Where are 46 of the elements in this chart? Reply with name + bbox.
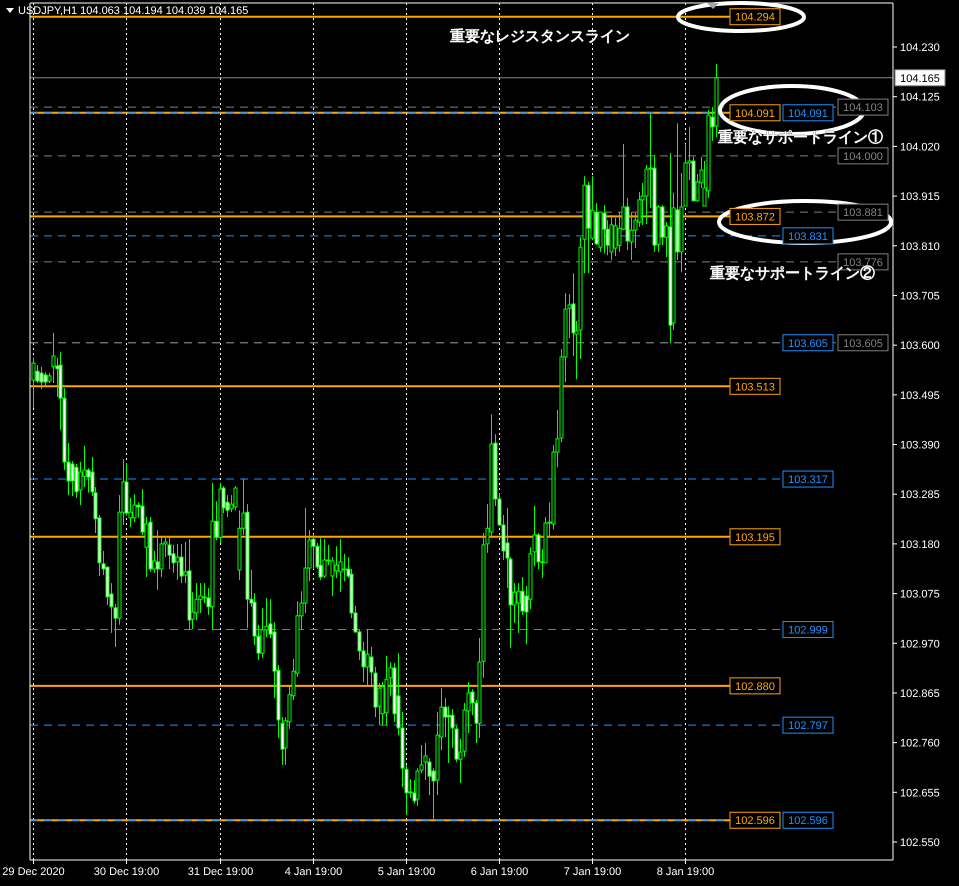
x-tick-label: 29 Dec 2020 (2, 866, 65, 878)
ref-line-label: 102.797 (788, 720, 828, 732)
y-tick-label: 103.390 (900, 440, 940, 452)
ref-line-label: 104.103 (843, 102, 883, 114)
y-tick-label: 103.180 (900, 538, 940, 551)
ref-line-label: 104.294 (735, 12, 775, 24)
y-tick-label: 103.495 (900, 390, 940, 402)
x-tick-label: 30 Dec 19:00 (94, 866, 160, 878)
ref-line-label: 103.317 (788, 474, 828, 486)
x-tick-label: 5 Jan 19:00 (378, 866, 436, 878)
y-tick-label: 103.600 (900, 340, 940, 352)
y-tick-label: 104.230 (900, 42, 940, 54)
ref-line-label: 103.605 (788, 338, 828, 350)
y-tick-label: 103.285 (900, 489, 940, 502)
x-tick-label: 31 Dec 19:00 (188, 866, 254, 878)
x-tick-label: 8 Jan 19:00 (656, 866, 714, 878)
ref-line-label: 103.195 (735, 532, 775, 544)
y-tick-label: 102.970 (900, 638, 940, 650)
ref-line-label: 103.872 (735, 211, 775, 224)
annotation: 重要なサポートライン② (709, 265, 875, 282)
ref-line-label: 103.605 (843, 338, 883, 350)
x-tick-label: 6 Jan 19:00 (470, 866, 528, 878)
ref-line-label: 104.000 (843, 150, 883, 163)
y-tick-label: 103.915 (900, 191, 940, 204)
ref-line-label: 102.596 (788, 815, 828, 828)
ref-line-label: 102.596 (735, 815, 775, 828)
y-tick-label: 103.810 (900, 240, 940, 253)
ref-line-label: 103.831 (788, 230, 828, 243)
y-tick-label: 102.760 (900, 738, 940, 750)
annotation: 重要なレジスタンスライン (449, 28, 630, 45)
ref-line-label: 103.513 (735, 381, 775, 394)
x-tick-label: 7 Jan 19:00 (564, 866, 622, 878)
y-tick-label: 103.705 (900, 290, 940, 302)
x-tick-label: 4 Jan 19:00 (284, 866, 342, 878)
y-tick-label: 102.865 (900, 688, 940, 700)
ref-line-label: 102.999 (788, 624, 828, 637)
ref-line-label: 103.881 (843, 207, 883, 220)
y-tick-label: 102.550 (900, 837, 940, 850)
y-tick-label: 102.655 (900, 787, 940, 800)
y-tick-label: 103.075 (900, 588, 940, 601)
y-tick-label: 104.125 (900, 92, 940, 104)
ref-line-label: 104.091 (788, 108, 828, 120)
ref-line-label: 104.165 (900, 72, 940, 85)
ref-line-label: 104.091 (735, 108, 775, 120)
y-tick-label: 104.020 (900, 141, 940, 154)
ref-line-label: 102.880 (735, 680, 775, 693)
